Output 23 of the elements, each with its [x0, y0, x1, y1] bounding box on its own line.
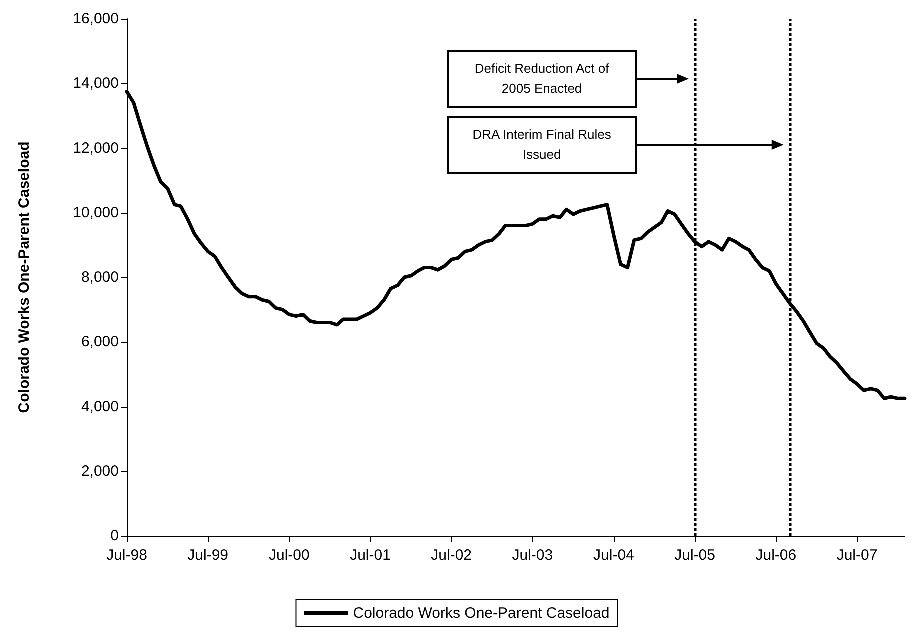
- y-tick-label: 10,000: [73, 204, 119, 222]
- x-tick-label: Jul-02: [431, 547, 472, 564]
- x-tick-label: Jul-03: [512, 547, 554, 564]
- callout-box: DRA Interim Final Rules Issued: [447, 116, 638, 174]
- y-tick-label: 0: [110, 528, 119, 544]
- y-axis-title: Colorado Works One-Parent Caseload: [16, 142, 33, 414]
- x-tick-label: Jul-04: [594, 547, 634, 564]
- y-tick-label: 2,000: [81, 462, 119, 480]
- x-tick-label: Jul-06: [756, 547, 797, 564]
- y-tick-label: 4,000: [81, 398, 119, 416]
- y-tick-label: 14,000: [73, 75, 119, 92]
- callout-box: Deficit Reduction Act of 2005 Enacted: [447, 50, 638, 108]
- x-tick-label: Jul-98: [106, 547, 148, 564]
- x-tick-label: Jul-01: [350, 547, 391, 564]
- x-tick-label: Jul-99: [188, 547, 229, 564]
- x-tick-label: Jul-05: [674, 547, 716, 564]
- x-tick-label: Jul-00: [268, 547, 310, 564]
- y-tick-label: 8,000: [81, 269, 119, 286]
- legend-label: Colorado Works One-Parent Caseload: [353, 605, 610, 622]
- y-tick-label: 12,000: [73, 140, 119, 157]
- y-tick-label: 16,000: [73, 10, 119, 28]
- y-tick-label: 6,000: [81, 334, 119, 351]
- x-tick-label: Jul-07: [836, 547, 878, 564]
